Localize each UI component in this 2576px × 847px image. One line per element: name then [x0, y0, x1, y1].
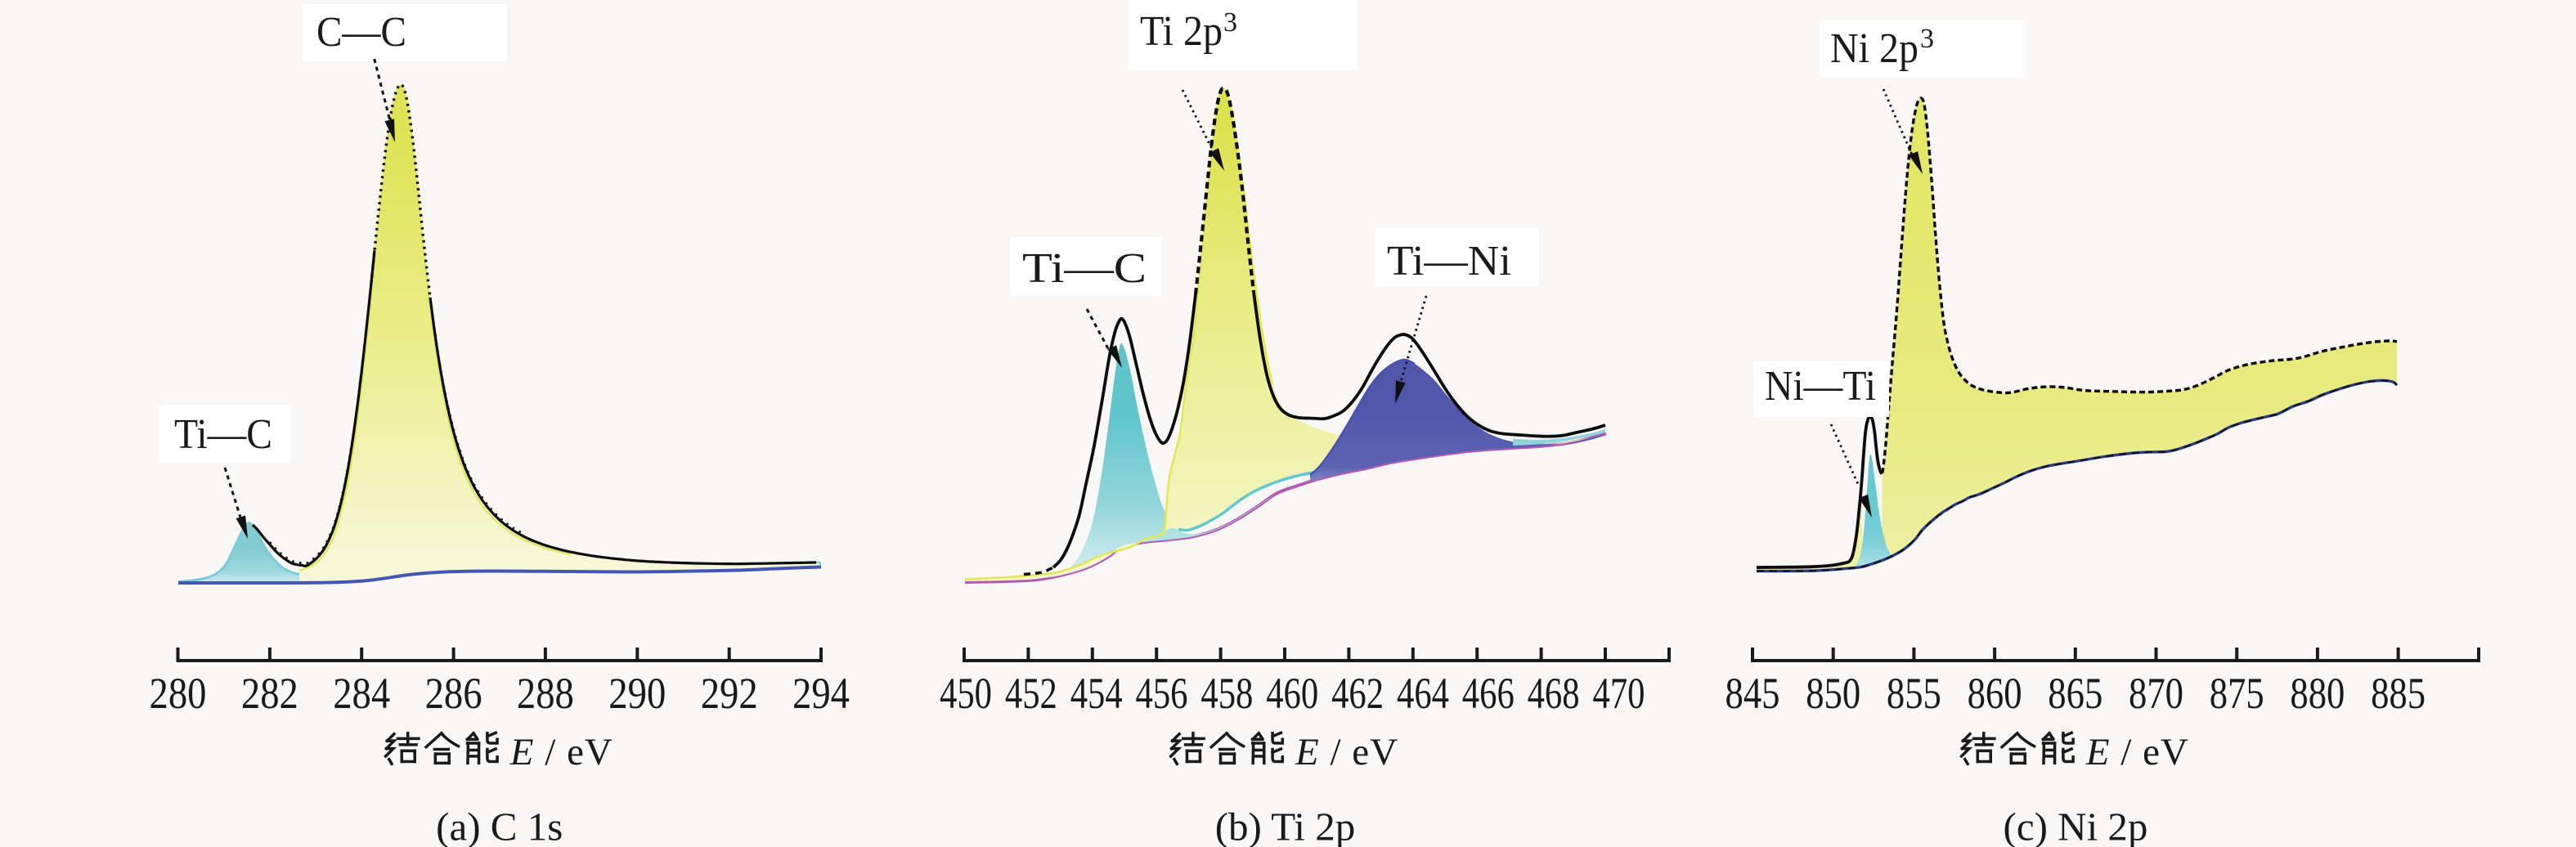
svg-text:292: 292 — [701, 669, 758, 718]
svg-text:468: 468 — [1528, 669, 1580, 718]
svg-text:885: 885 — [2371, 669, 2426, 718]
svg-text:880: 880 — [2290, 669, 2345, 718]
svg-text:284: 284 — [333, 669, 390, 718]
svg-text:462: 462 — [1331, 669, 1384, 718]
svg-text:286: 286 — [425, 669, 482, 718]
svg-text:Ni 2p: Ni 2p — [1830, 25, 1919, 72]
svg-text:452: 452 — [1005, 669, 1057, 718]
svg-text:Ni—Ti: Ni—Ti — [1765, 363, 1876, 410]
svg-text:290: 290 — [608, 669, 666, 718]
svg-text:Ti—C: Ti—C — [174, 411, 272, 458]
svg-text:(a) C 1s: (a) C 1s — [436, 804, 563, 847]
svg-text:460: 460 — [1266, 669, 1318, 718]
svg-text:E / eV: E / eV — [1295, 731, 1398, 773]
svg-text:875: 875 — [2210, 669, 2264, 718]
svg-text:865: 865 — [2048, 669, 2103, 718]
svg-text:(b) Ti 2p: (b) Ti 2p — [1215, 804, 1356, 847]
svg-text:280: 280 — [150, 669, 207, 718]
svg-text:456: 456 — [1136, 669, 1188, 718]
svg-text:282: 282 — [241, 669, 298, 718]
svg-text:E / eV: E / eV — [509, 731, 613, 773]
svg-text:470: 470 — [1593, 669, 1645, 718]
svg-text:464: 464 — [1397, 669, 1449, 718]
svg-text:(c) Ni 2p: (c) Ni 2p — [2004, 804, 2148, 847]
svg-text:850: 850 — [1806, 669, 1860, 718]
svg-text:Ti 2p: Ti 2p — [1140, 8, 1223, 55]
svg-text:855: 855 — [1887, 669, 1941, 718]
svg-text:870: 870 — [2129, 669, 2183, 718]
svg-text:C—C: C—C — [316, 9, 406, 56]
svg-text:466: 466 — [1462, 669, 1515, 718]
svg-text:450: 450 — [940, 669, 992, 718]
svg-text:860: 860 — [1968, 669, 2022, 718]
svg-text:294: 294 — [792, 669, 850, 718]
svg-text:845: 845 — [1726, 669, 1780, 718]
svg-text:Ti—C: Ti—C — [1022, 245, 1147, 292]
svg-text:3: 3 — [1223, 7, 1237, 38]
svg-text:454: 454 — [1070, 669, 1123, 718]
svg-text:288: 288 — [517, 669, 574, 718]
svg-text:458: 458 — [1200, 669, 1253, 718]
svg-text:3: 3 — [1920, 24, 1934, 54]
svg-text:Ti—Ni: Ti—Ni — [1387, 238, 1511, 285]
svg-text:E / eV: E / eV — [2085, 731, 2189, 773]
